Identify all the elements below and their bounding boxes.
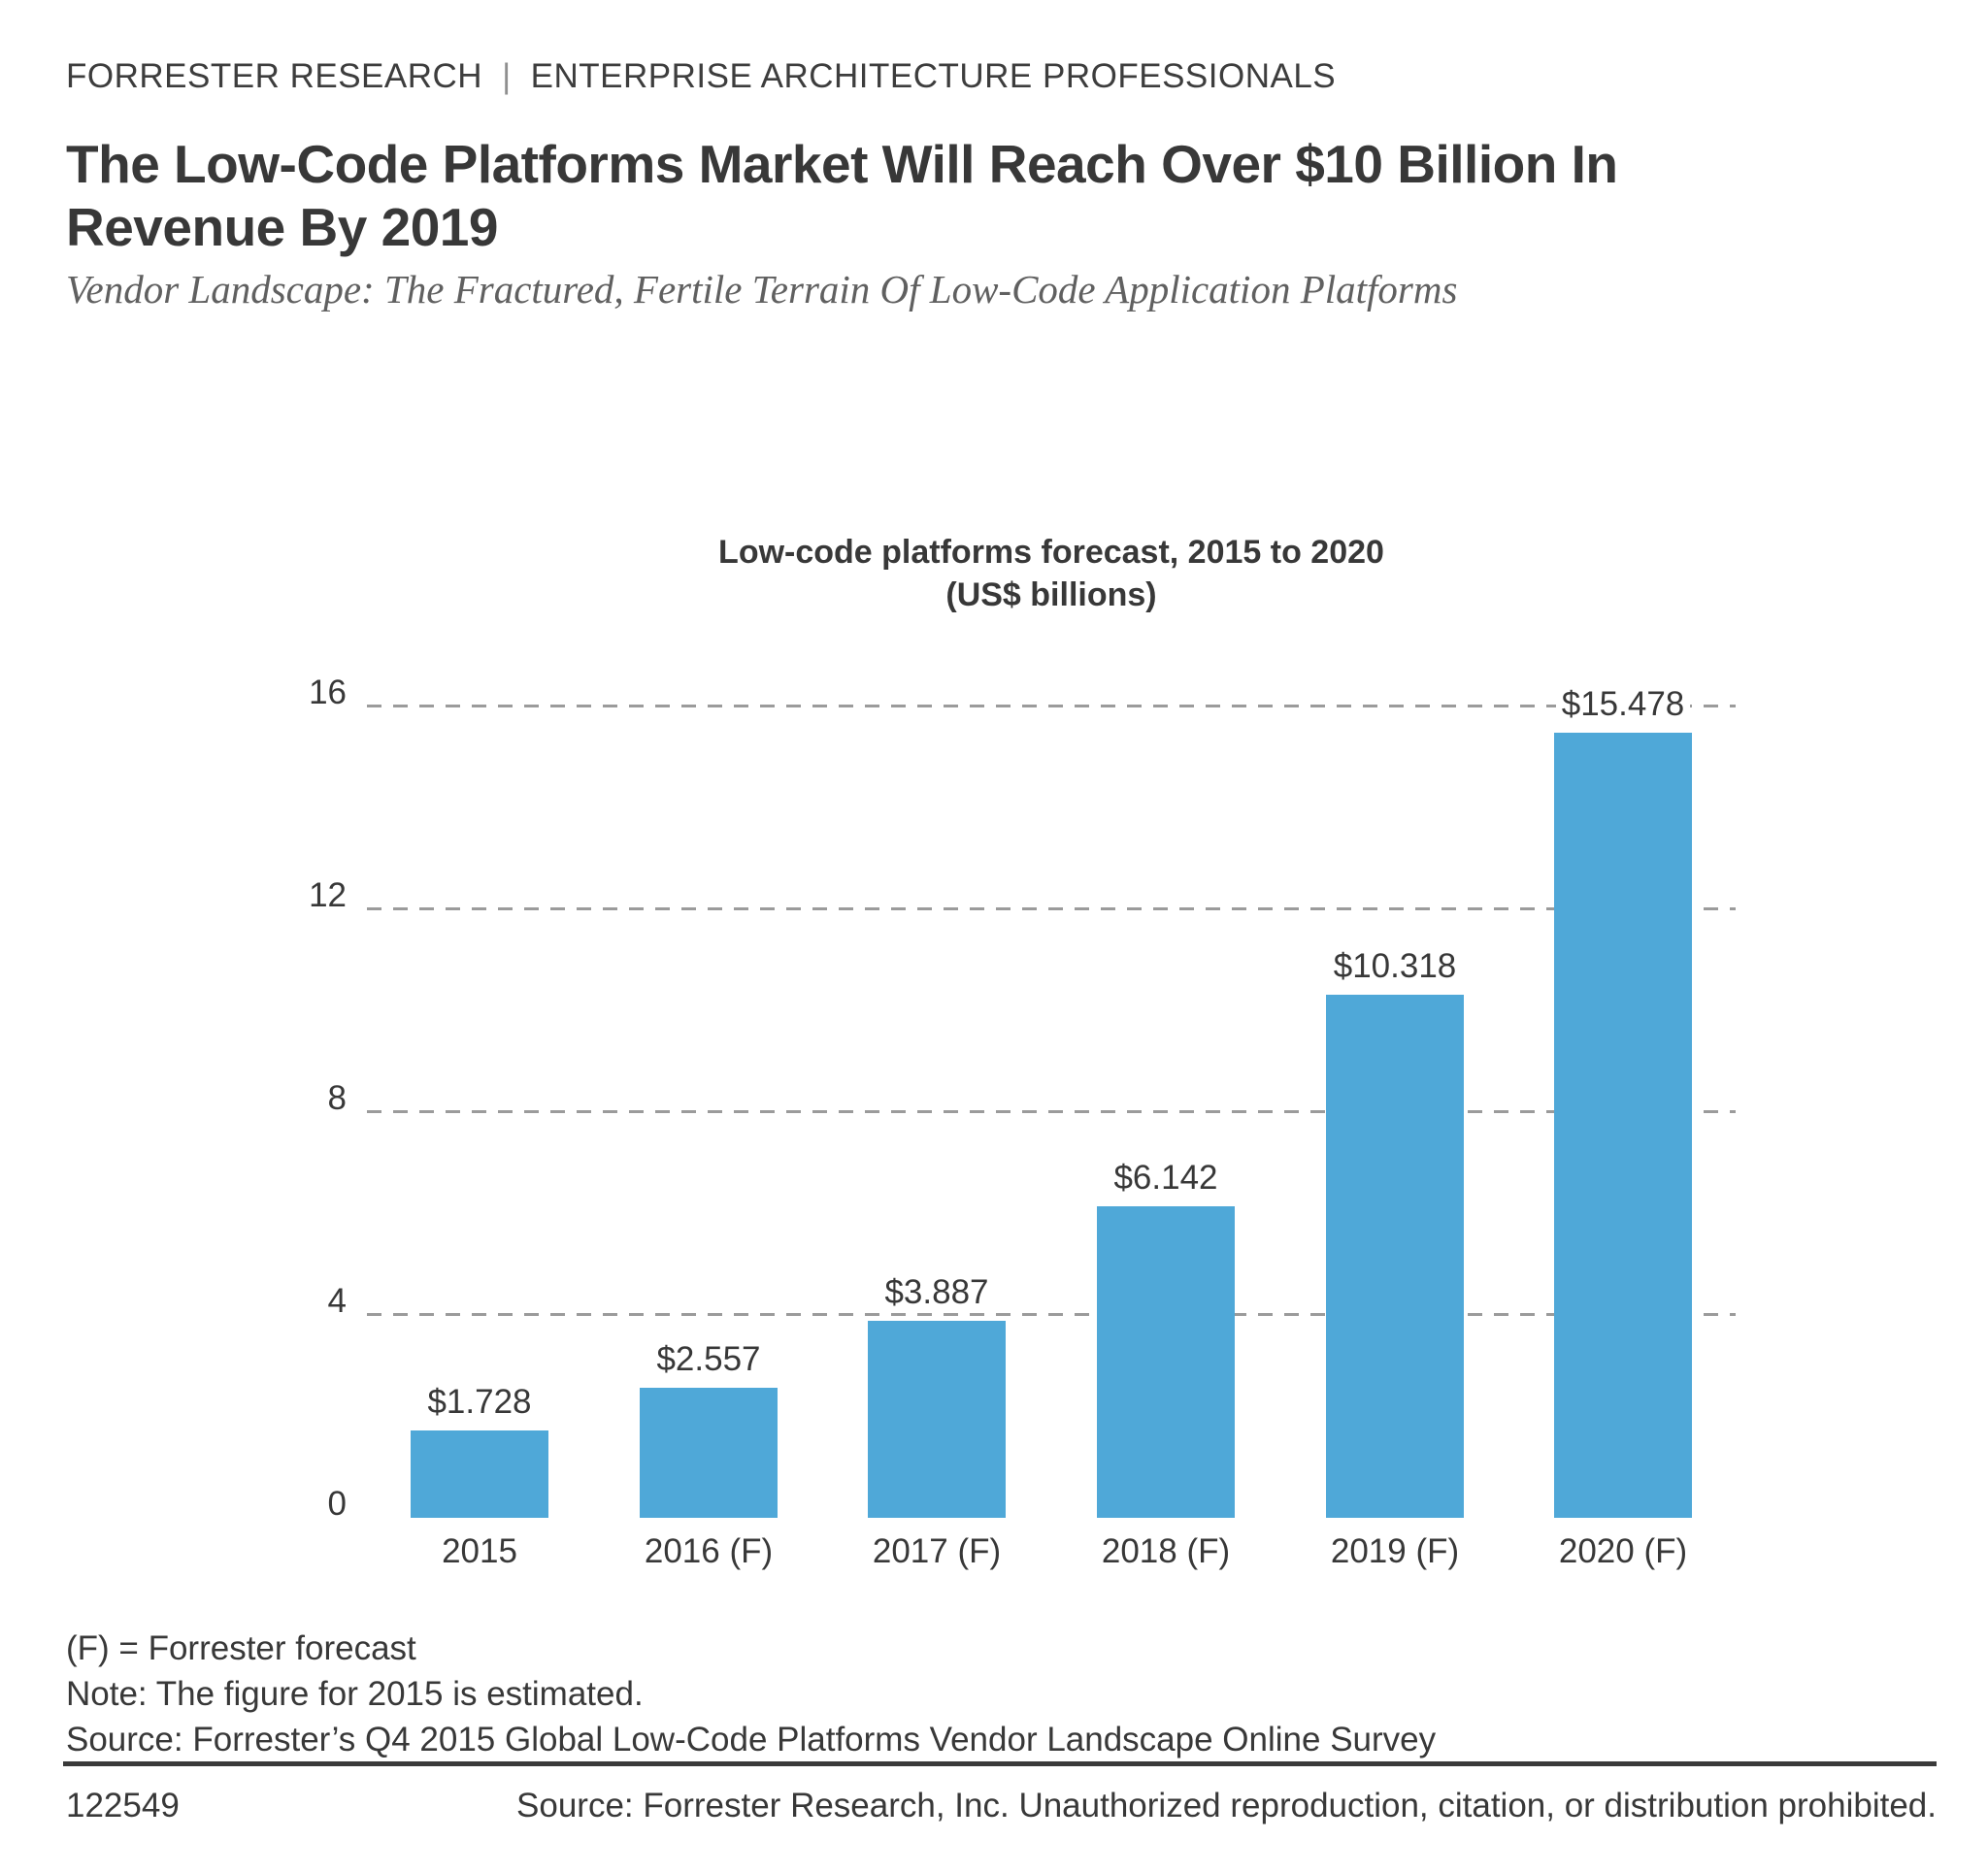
chart-units-line: (US$ billions): [945, 576, 1157, 613]
bar-value-label: $6.142: [1040, 1158, 1292, 1199]
gridline-y-12: [367, 907, 1736, 910]
bar-value-label: $15.478: [1497, 684, 1749, 725]
page-title-line-1: The Low-Code Platforms Market Will Reach…: [66, 134, 1618, 194]
x-axis-label: 2015: [442, 1532, 517, 1570]
gridline-y-4: [367, 1313, 1736, 1316]
bar-2015: [411, 1430, 548, 1518]
bar-value-text: $3.887: [878, 1273, 995, 1311]
document-id: 122549: [66, 1787, 180, 1824]
gridline-y-16: [367, 705, 1736, 707]
x-axis-label: 2018 (F): [1101, 1532, 1231, 1570]
y-axis-tick-label: 16: [309, 674, 347, 711]
y-axis-tick-label: 4: [327, 1282, 347, 1320]
bar-value-label: $1.728: [353, 1382, 606, 1423]
chart-notes: (F) = Forrester forecast Note: The figur…: [66, 1626, 1436, 1762]
page-subtitle: Vendor Landscape: The Fractured, Fertile…: [66, 267, 1458, 312]
bar-2020 (F): [1554, 733, 1692, 1518]
eyebrow-separator: |: [502, 57, 512, 95]
bar-value-label: $10.318: [1269, 946, 1521, 987]
bar-value-text: $15.478: [1555, 685, 1691, 723]
bar-value-label: $3.887: [811, 1272, 1063, 1313]
y-axis-tick-label: 0: [327, 1485, 347, 1523]
gridline-y-8: [367, 1110, 1736, 1113]
estimate-note: Note: The figure for 2015 is estimated.: [66, 1675, 644, 1713]
bar-value-text: $2.557: [650, 1340, 767, 1378]
page-footer: 122549 Source: Forrester Research, Inc. …: [66, 1786, 1937, 1826]
footer-divider-rule: [63, 1761, 1937, 1766]
x-axis-label: 2020 (F): [1558, 1532, 1688, 1570]
bar-value-text: $6.142: [1108, 1159, 1224, 1197]
chart-title: Low-code platforms forecast, 2015 to 202…: [367, 531, 1736, 616]
y-axis-tick-label: 12: [309, 876, 347, 914]
brand-name: FORRESTER RESEARCH: [66, 57, 483, 95]
y-axis-tick-label: 8: [327, 1079, 347, 1117]
bar-2019 (F): [1326, 995, 1464, 1518]
x-axis-label: 2016 (F): [644, 1532, 774, 1570]
bar-2017 (F): [868, 1321, 1006, 1518]
chart-title-line: Low-code platforms forecast, 2015 to 202…: [718, 534, 1384, 571]
bar-value-text: $10.318: [1327, 947, 1463, 985]
x-axis-label: 2019 (F): [1330, 1532, 1460, 1570]
copyright-text: Source: Forrester Research, Inc. Unautho…: [516, 1787, 1937, 1824]
page-title-line-2: Revenue By 2019: [66, 197, 499, 257]
bar-2018 (F): [1097, 1206, 1235, 1518]
report-eyebrow: FORRESTER RESEARCH | ENTERPRISE ARCHITEC…: [66, 56, 1336, 97]
survey-source-note: Source: Forrester’s Q4 2015 Global Low-C…: [66, 1721, 1437, 1758]
audience-name: ENTERPRISE ARCHITECTURE PROFESSIONALS: [530, 57, 1337, 95]
x-axis-label: 2017 (F): [872, 1532, 1002, 1570]
bar-value-text: $1.728: [421, 1383, 538, 1421]
forecast-key-note: (F) = Forrester forecast: [66, 1629, 416, 1667]
bar-2016 (F): [640, 1388, 778, 1518]
bar-value-label: $2.557: [582, 1339, 835, 1380]
page-title: The Low-Code Platforms Market Will Reach…: [66, 133, 1833, 259]
